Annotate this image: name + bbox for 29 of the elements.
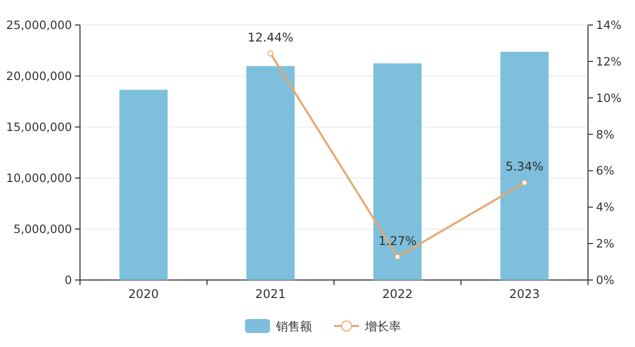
data-label: 12.44% (248, 30, 294, 44)
y2-tick-label: 6% (596, 164, 614, 178)
y2-tick-label: 0% (596, 273, 614, 287)
y2-tick-label: 4% (596, 200, 614, 214)
legend-label: 销售额 (275, 320, 312, 334)
y2-tick-label: 8% (596, 127, 614, 142)
x-tick-label: 2023 (509, 287, 540, 301)
point (522, 180, 528, 186)
x-tick-label: 2021 (255, 287, 286, 301)
x-tick-label: 2020 (128, 287, 159, 301)
y2-tick-label: 10% (596, 90, 622, 105)
legend-label: 增长率 (364, 320, 401, 334)
bar (119, 90, 168, 280)
point (268, 50, 274, 56)
bar (373, 63, 422, 280)
y-tick-label: 10,000,000 (6, 171, 72, 185)
y-tick-label: 15,000,000 (6, 120, 72, 134)
y2-tick-label: 2% (596, 236, 614, 251)
x-tick-label: 2022 (382, 287, 413, 301)
y2-tick-label: 14% (596, 18, 622, 32)
y-tick-label: 0 (64, 273, 72, 287)
bar (500, 52, 549, 280)
y-tick-label: 5,000,000 (13, 222, 72, 236)
y-tick-label: 20,000,000 (6, 69, 72, 83)
data-label: 5.34% (505, 160, 544, 174)
point (394, 254, 400, 260)
y2-tick-label: 12% (596, 54, 622, 68)
y-tick-label: 25,000,000 (6, 18, 72, 32)
bar (246, 66, 295, 280)
